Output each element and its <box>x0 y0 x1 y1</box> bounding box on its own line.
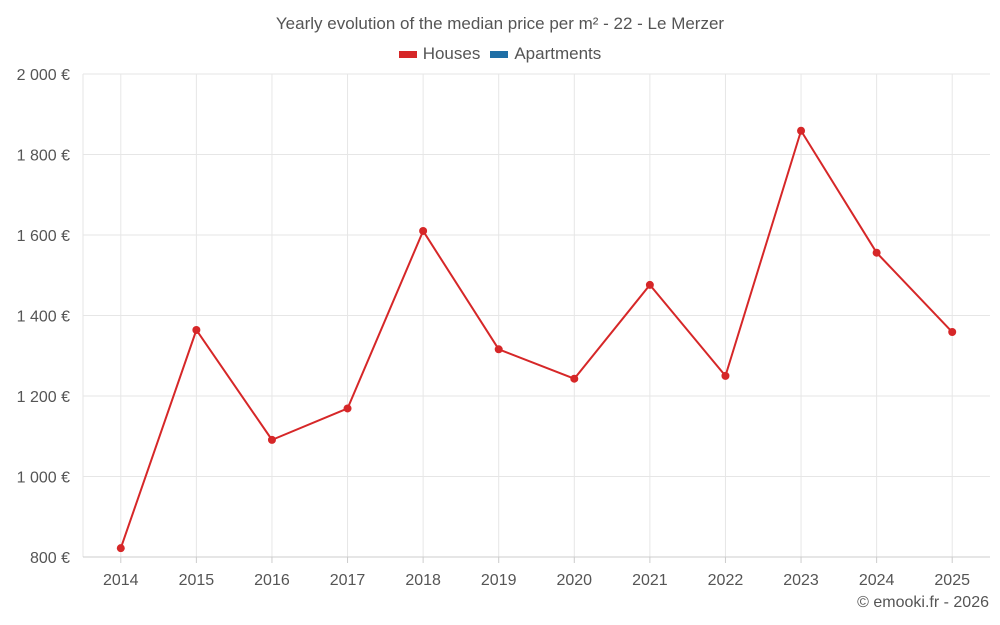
x-tick-label: 2015 <box>179 572 215 589</box>
series-line-houses <box>119 129 953 549</box>
credit-text: © emooki.fr - 2026 <box>857 594 989 611</box>
x-tick-label: 2025 <box>934 572 970 589</box>
chart-legend: Houses Apartments <box>0 44 1000 64</box>
data-point-houses <box>721 371 730 380</box>
x-tick-label: 2017 <box>330 572 366 589</box>
data-point-houses <box>645 280 654 289</box>
x-tick-label: 2021 <box>632 572 668 589</box>
legend-item-apartments[interactable]: Apartments <box>490 44 601 64</box>
y-tick-label: 1 000 € <box>17 470 70 487</box>
data-point-houses <box>116 544 125 553</box>
y-tick-label: 1 800 € <box>17 148 70 165</box>
legend-label-apartments: Apartments <box>514 44 602 63</box>
x-tick-label: 2022 <box>708 572 744 589</box>
y-tick-label: 1 200 € <box>17 389 70 406</box>
data-point-houses <box>343 404 352 413</box>
data-point-houses <box>797 126 806 135</box>
x-tick-label: 2023 <box>783 572 819 589</box>
chart-title: Yearly evolution of the median price per… <box>275 14 725 33</box>
y-tick-label: 2 000 € <box>17 67 70 84</box>
legend-swatch-houses <box>398 50 417 58</box>
y-tick-label: 1 600 € <box>17 228 70 245</box>
data-point-houses <box>494 345 503 354</box>
data-point-houses <box>948 328 957 337</box>
y-tick-label: 800 € <box>30 550 70 567</box>
data-point-houses <box>267 435 276 444</box>
data-point-houses <box>872 248 881 257</box>
data-point-houses <box>570 374 579 383</box>
x-tick-label: 2018 <box>405 572 441 589</box>
x-tick-label: 2019 <box>481 572 517 589</box>
legend-swatch-apartments <box>490 50 509 58</box>
y-tick-label: 1 400 € <box>17 309 70 326</box>
data-point-houses <box>419 226 428 235</box>
x-tick-label: 2016 <box>254 572 290 589</box>
legend-label-houses: Houses <box>422 44 481 63</box>
x-tick-label: 2014 <box>103 572 139 589</box>
x-tick-label: 2024 <box>859 572 895 589</box>
x-tick-label: 2020 <box>556 572 592 589</box>
data-point-houses <box>192 325 201 334</box>
legend-item-houses[interactable]: Houses <box>398 44 481 64</box>
